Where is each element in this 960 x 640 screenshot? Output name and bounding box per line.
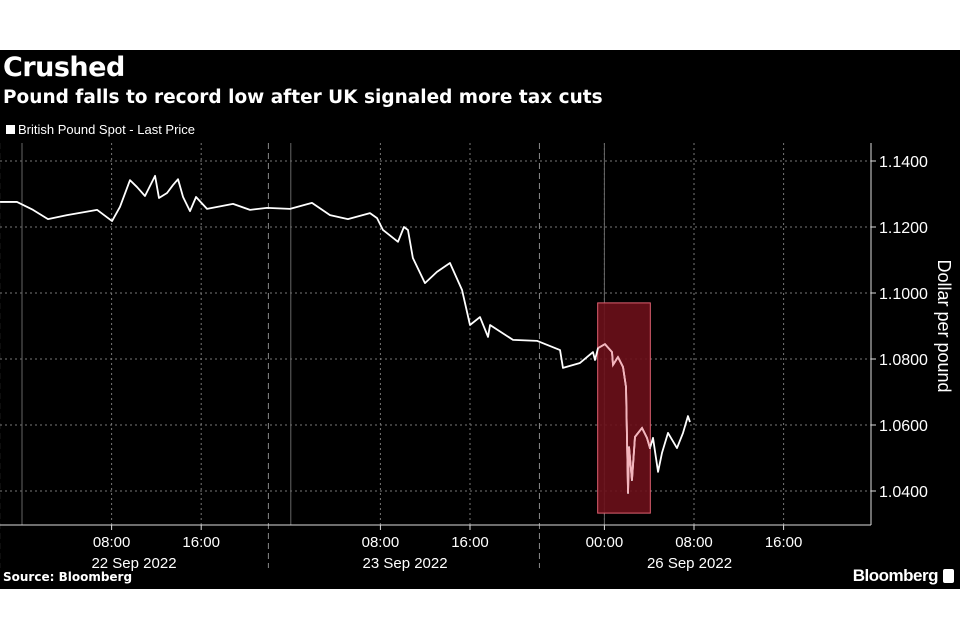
y-tick-label: 1.0800 (879, 352, 928, 369)
y-tick-label: 1.1000 (879, 286, 928, 303)
legend: British Pound Spot - Last Price (6, 122, 195, 137)
legend-label: British Pound Spot - Last Price (18, 122, 196, 137)
x-tick-label: 08:00 (362, 534, 400, 551)
day-label: 22 Sep 2022 (91, 555, 176, 572)
chart-panel: Crushed Pound falls to record low after … (0, 50, 960, 589)
bloomberg-logo: Bloomberg (852, 566, 939, 585)
x-tick-label: 16:00 (182, 534, 220, 551)
x-tick-label: 16:00 (765, 534, 803, 551)
y-tick-label: 1.0400 (879, 484, 928, 501)
x-tick-label: 08:00 (93, 534, 131, 551)
bloomberg-chart-icon (943, 569, 954, 583)
line-chart: 1.1400 1.1200 1.1000 1.0800 1.0600 1.0400 08:0… (0, 143, 954, 572)
day-label: 26 Sep 2022 (647, 555, 732, 572)
y-axis-label: Dollar per pound (934, 259, 954, 392)
series-line-highlighted (597, 343, 651, 493)
legend-swatch (6, 125, 15, 134)
series-line-gbp (0, 174, 691, 494)
day-label: 23 Sep 2022 (363, 555, 448, 572)
x-tick-label: 16:00 (451, 534, 489, 551)
source-note: Source: Bloomberg (3, 570, 133, 584)
x-tick-label: 00:00 (586, 534, 624, 551)
chart-title: Crushed (3, 52, 125, 83)
y-tick-label: 1.0600 (879, 418, 928, 435)
highlight-box (597, 302, 651, 514)
y-tick-label: 1.1400 (879, 154, 928, 171)
x-tick-label: 08:00 (675, 534, 713, 551)
y-tick-label: 1.1200 (879, 220, 928, 237)
chart-subtitle: Pound falls to record low after UK signa… (3, 87, 603, 108)
